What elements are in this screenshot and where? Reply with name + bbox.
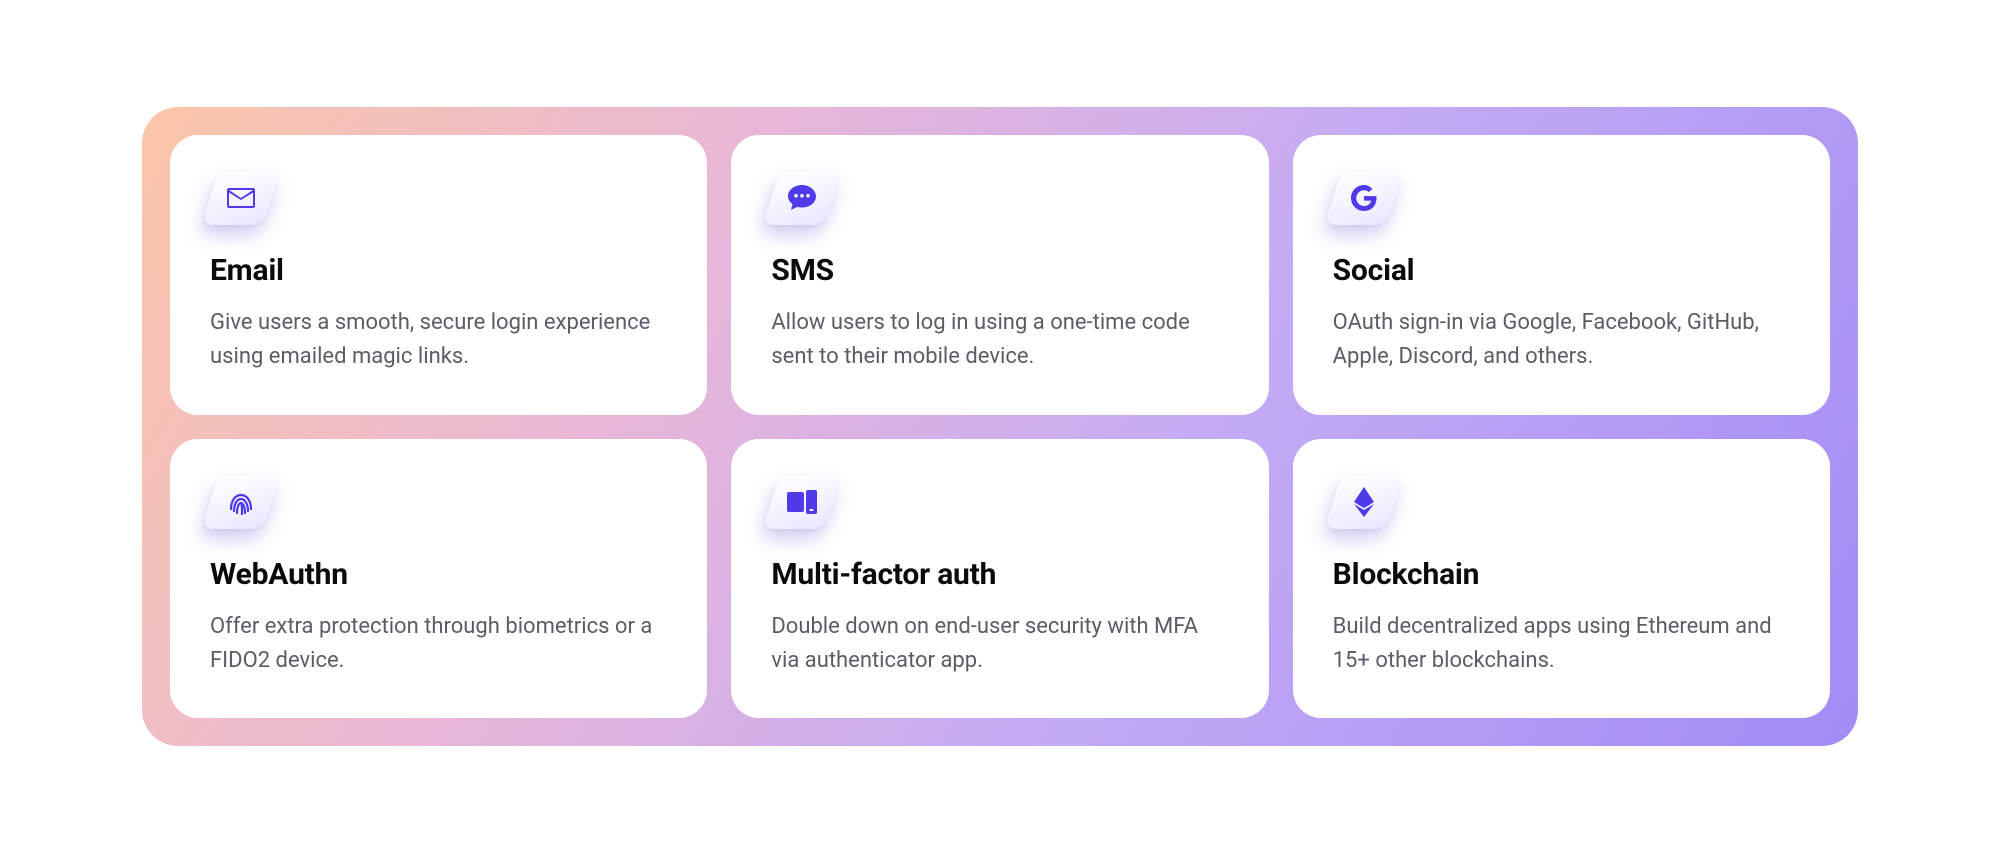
ethereum-icon (1324, 475, 1404, 529)
card-body: OAuth sign-in via Google, Facebook, GitH… (1333, 306, 1790, 374)
feature-card-sms: SMS Allow users to log in using a one-ti… (731, 135, 1268, 414)
card-body: Double down on end-user security with MF… (771, 610, 1228, 678)
google-icon (1324, 171, 1404, 225)
card-title: WebAuthn (210, 557, 667, 592)
card-title: Email (210, 253, 667, 288)
feature-card-social: Social OAuth sign-in via Google, Faceboo… (1293, 135, 1830, 414)
feature-card-mfa: Multi-factor auth Double down on end-use… (731, 439, 1268, 718)
feature-grid: Email Give users a smooth, secure login … (170, 135, 1830, 717)
mail-icon (201, 171, 281, 225)
feature-card-webauthn: WebAuthn Offer extra protection through … (170, 439, 707, 718)
card-body: Offer extra protection through biometric… (210, 610, 667, 678)
fingerprint-icon (201, 475, 281, 529)
card-title: Social (1333, 253, 1790, 288)
card-body: Allow users to log in using a one-time c… (771, 306, 1228, 374)
gradient-panel: Email Give users a smooth, secure login … (142, 107, 1858, 745)
feature-card-email: Email Give users a smooth, secure login … (170, 135, 707, 414)
card-body: Build decentralized apps using Ethereum … (1333, 610, 1790, 678)
card-title: Multi-factor auth (771, 557, 1228, 592)
feature-card-blockchain: Blockchain Build decentralized apps usin… (1293, 439, 1830, 718)
card-body: Give users a smooth, secure login experi… (210, 306, 667, 374)
chat-icon (763, 171, 843, 225)
card-title: SMS (771, 253, 1228, 288)
devices-icon (763, 475, 843, 529)
card-title: Blockchain (1333, 557, 1790, 592)
